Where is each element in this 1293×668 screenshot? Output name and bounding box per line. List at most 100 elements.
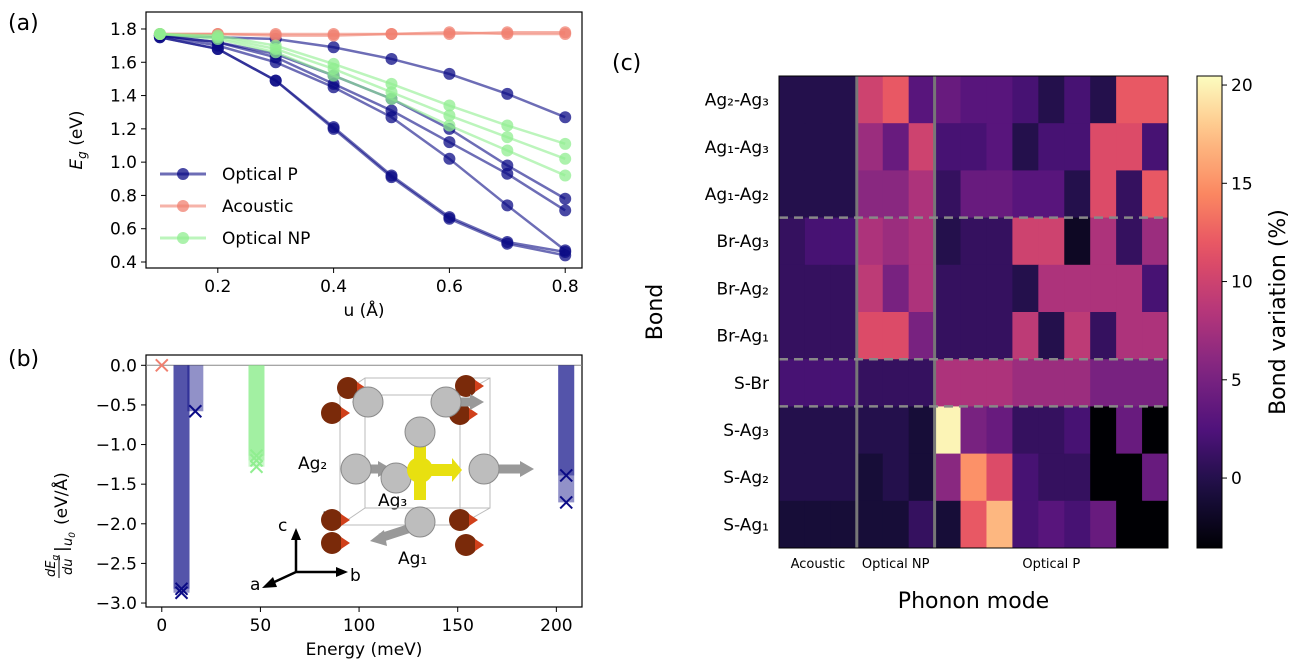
heatmap-cell xyxy=(934,76,962,124)
heatmap-cell xyxy=(960,312,987,360)
heatmap-cell xyxy=(804,359,832,407)
heatmap-cell xyxy=(804,406,832,455)
heatmap-cell xyxy=(1012,123,1039,171)
heatmap-cell xyxy=(1012,500,1039,549)
heatmap-cell xyxy=(1038,217,1065,266)
heatmap-cell xyxy=(1116,123,1143,171)
heatmap-cell xyxy=(856,264,884,313)
point xyxy=(501,131,514,144)
br-atoms xyxy=(321,375,477,556)
heatmap-cell xyxy=(1038,76,1065,124)
point xyxy=(559,204,572,217)
point xyxy=(385,77,398,90)
point xyxy=(443,136,456,149)
heatmap-cell xyxy=(1064,217,1091,266)
heatmap-cell xyxy=(856,453,884,502)
heatmap-cell xyxy=(1090,217,1117,266)
heatmap-cell xyxy=(960,359,987,407)
y-axis-label: Bond xyxy=(643,284,668,340)
heatmap-cell xyxy=(1038,170,1065,219)
heatmap-cell xyxy=(830,453,858,502)
heatmap-cell xyxy=(960,406,987,455)
cross-marker xyxy=(559,495,573,510)
heatmap-cell xyxy=(1116,170,1143,219)
y-label-numerator: dEg xyxy=(44,555,61,577)
series-line xyxy=(159,31,566,37)
x-tick-label: 50 xyxy=(250,616,272,636)
row-label: S-Br xyxy=(734,374,769,394)
colorbar-tick-label: 15 xyxy=(1231,174,1253,194)
inset-label: a xyxy=(250,575,260,595)
heatmap-cell xyxy=(882,123,910,171)
point xyxy=(327,81,340,94)
heatmap-cell xyxy=(1090,453,1117,502)
y-label-sub: g xyxy=(75,151,89,159)
y-tick-label: −0.5 xyxy=(96,396,137,416)
column-group-label: Acoustic xyxy=(791,557,846,572)
point xyxy=(559,192,572,205)
y-tick-label: 0.6 xyxy=(110,220,137,240)
point xyxy=(269,56,282,69)
heatmap-cell xyxy=(779,312,806,360)
y-tick-label: 1.6 xyxy=(110,53,137,73)
legend-marker xyxy=(177,168,189,180)
heatmap-cell xyxy=(882,264,910,313)
heatmap-cell xyxy=(1142,312,1169,360)
heatmap-cell xyxy=(1116,500,1143,549)
heatmap-cell xyxy=(882,453,910,502)
point xyxy=(501,159,514,172)
y-label-at-sub: 0 xyxy=(68,532,78,538)
series-line xyxy=(159,32,566,146)
heatmap-cell xyxy=(934,453,962,502)
point xyxy=(501,27,514,40)
heatmap-cell xyxy=(1012,359,1039,407)
y-label-num-sub: g xyxy=(51,555,61,561)
x-tick-label: 100 xyxy=(343,616,375,636)
heatmap-cell xyxy=(856,359,884,407)
bar xyxy=(248,365,265,461)
heatmap-cell xyxy=(830,170,858,219)
heatmap-cell xyxy=(1038,359,1065,407)
x-tick-label: 200 xyxy=(540,616,572,636)
series-line xyxy=(159,32,566,160)
heatmap-cell xyxy=(856,123,884,171)
colorbar-tick-label: 0 xyxy=(1231,469,1242,489)
plot-frame xyxy=(145,354,583,608)
heatmap-cell xyxy=(856,170,884,219)
legend-label: Optical P xyxy=(222,165,298,185)
heatmap-cell xyxy=(1064,312,1091,360)
legend-label: Optical NP xyxy=(222,229,310,249)
cross-marker xyxy=(249,460,264,474)
y-label-bar: | xyxy=(52,546,72,552)
heatmap-cell xyxy=(1142,217,1169,266)
heatmap-cell xyxy=(1142,406,1169,455)
point xyxy=(385,27,398,40)
heatmap-cell xyxy=(1038,500,1065,549)
heatmap-cell xyxy=(882,76,910,124)
row-label: Br-Ag₂ xyxy=(716,279,769,299)
heatmap-cell xyxy=(830,264,858,313)
heatmap-cell xyxy=(779,453,806,502)
heatmap-cell xyxy=(856,312,884,360)
heatmap-cell xyxy=(1090,359,1117,407)
heatmap-cell xyxy=(1090,170,1117,219)
point xyxy=(559,169,572,182)
heatmap-cell xyxy=(986,264,1013,313)
y-tick-label: 0.4 xyxy=(110,253,137,273)
axes-triad xyxy=(262,528,348,588)
heatmap-cell xyxy=(960,76,987,124)
y-tick-label: −3.0 xyxy=(96,594,137,614)
heatmap-cell xyxy=(830,76,858,124)
row-label: Br-Ag₃ xyxy=(716,232,769,252)
point xyxy=(385,111,398,124)
point xyxy=(269,29,282,42)
bar xyxy=(173,365,190,589)
heatmap-cell xyxy=(856,217,884,266)
heatmap-cell xyxy=(856,406,884,455)
heatmap-cell xyxy=(882,359,910,407)
bar xyxy=(558,365,575,503)
heatmap-cell xyxy=(986,312,1013,360)
series-line xyxy=(159,36,566,257)
row-label: Br-Ag₁ xyxy=(716,327,769,347)
